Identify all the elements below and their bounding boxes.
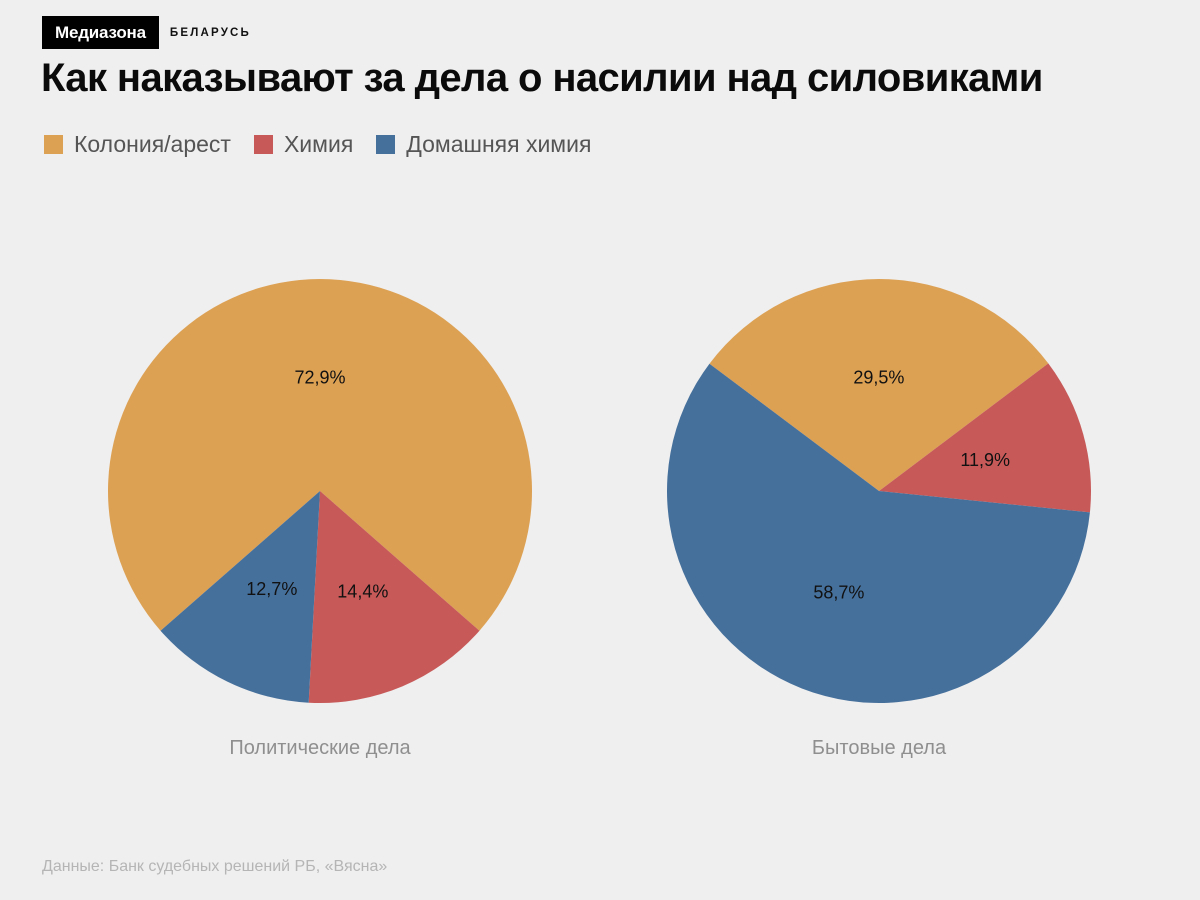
data-label-political-colony: 72,9% [294,367,345,387]
legend-label-home-chemistry: Домашняя химия [406,131,592,157]
legend-label-colony: Колония/арест [74,131,231,157]
brand-region: БЕЛАРУСЬ [169,26,252,39]
data-label-domestic-chemistry: 11,9% [960,450,1010,470]
legend-label-chemistry: Химия [283,131,354,157]
pie-domestic: 29,5% 11,9% 58,7% Бытовые дела [667,278,1092,759]
slice-domestic-home-chemistry [667,363,1090,703]
legend-item-chemistry: Химия [253,131,354,158]
chart-title: Как наказывают за дела о насилии над сил… [41,56,1043,100]
legend: Колония/арест Химия Домашняя химия [44,131,614,158]
slice-domestic-colony [709,278,1049,491]
legend-item-colony: Колония/арест [44,131,231,158]
legend-item-home-chemistry: Домашняя химия [376,131,591,158]
slice-political-colony [108,279,533,631]
slice-political-home-chemistry [160,491,320,703]
data-label-domestic-colony: 29,5% [853,367,904,387]
pie-title-domestic: Бытовые дела [812,737,947,759]
header: Медиазона БЕЛАРУСЬ [42,16,251,49]
pie-political: 72,9% 14,4% 12,7% Политические дела [108,279,533,759]
slice-political-chemistry [308,491,480,703]
source-note: Данные: Банк судебных решений РБ, «Вясна… [42,858,388,875]
brand-logo[interactable]: Медиазона [42,16,159,49]
data-label-political-chemistry: 14,4% [337,581,388,601]
data-label-political-home-chemistry: 12,7% [246,579,297,599]
legend-swatch-home-chemistry [376,135,396,154]
pie-title-political: Политические дела [229,737,411,759]
legend-swatch-chemistry [253,135,273,154]
data-label-domestic-home-chemistry: 58,7% [813,582,864,602]
slice-domestic-chemistry [879,363,1092,513]
legend-swatch-colony [44,135,63,154]
